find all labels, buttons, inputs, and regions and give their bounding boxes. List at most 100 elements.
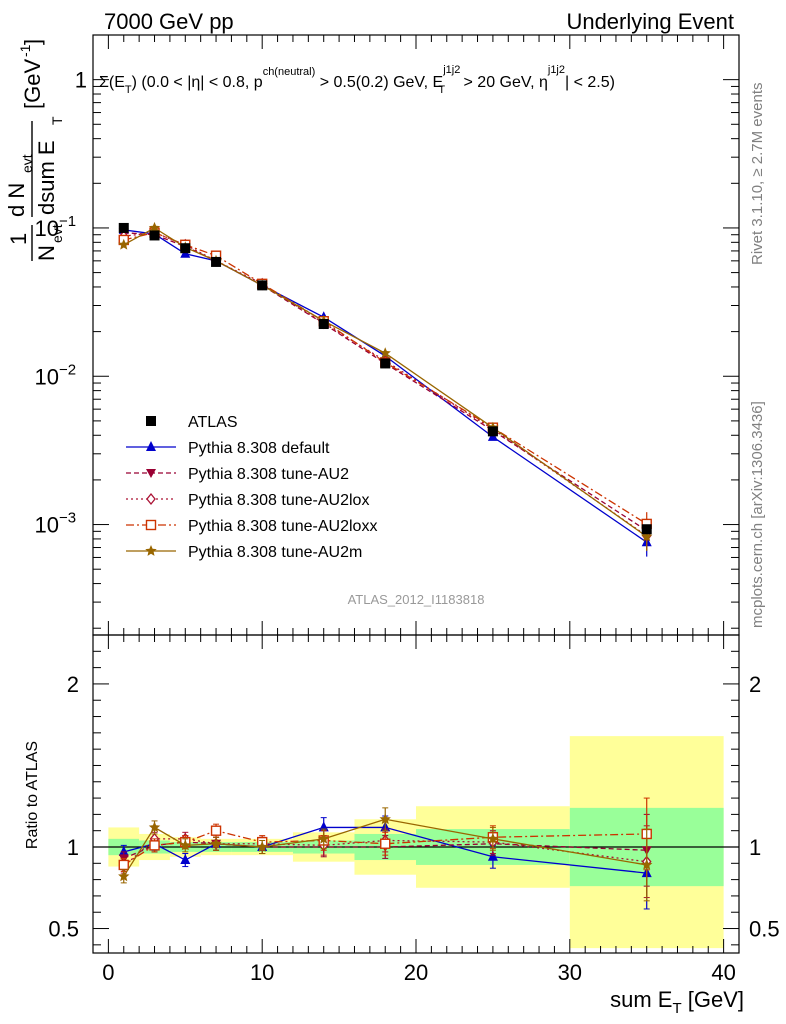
ratio-y-tick-label-left: 0.5 <box>48 917 79 942</box>
x-tick-label: 20 <box>404 960 428 985</box>
legend-marker-data <box>146 416 156 426</box>
main-line-au2lox <box>123 231 648 537</box>
header-left-label: 7000 GeV pp <box>104 9 234 34</box>
y-label-unit-exp: -1 <box>17 44 33 57</box>
ratio-point-au2m <box>379 813 391 825</box>
y-tick-exponent: −2 <box>59 361 76 378</box>
x-tick-label: 40 <box>711 960 735 985</box>
y-tick-label: 10 <box>35 513 59 538</box>
ratio-point-au2loxx <box>118 859 129 871</box>
plot-label-part-j: | < 2.5) <box>565 74 615 91</box>
plot-label-part-f: j1j2 <box>442 64 460 76</box>
y-label-dsum: dsum E <box>34 140 59 215</box>
ratio-point-au2m <box>318 832 330 844</box>
y-tick-exponent: −1 <box>59 213 76 230</box>
legend: ATLAS Pythia 8.308 default Pythia 8.308 tu… <box>126 414 377 561</box>
data-point <box>118 222 129 233</box>
main-point-au2m <box>641 530 653 542</box>
data-point <box>180 243 191 254</box>
y-label-evt-sub-2: evt <box>19 154 35 173</box>
analysis-id-label: ATLAS_2012_I1183818 <box>348 592 485 607</box>
legend-marker-default <box>146 441 156 451</box>
ratio-point-default <box>180 854 191 865</box>
x-axis-label: sum ET [GeV] <box>610 987 744 1017</box>
ratio-point-au2m <box>641 858 653 870</box>
x-label-part-b: T <box>672 1000 681 1017</box>
ratio-point-au2m <box>487 832 499 844</box>
ratio-point-au2loxx <box>210 825 222 836</box>
y-label-n: N <box>34 245 59 261</box>
legend-label-au2lox: Pythia 8.308 tune-AU2lox <box>188 492 369 509</box>
atlas-data-points <box>118 222 652 535</box>
rivet-version-label: Rivet 3.1.10, ≥ 2.7M events <box>749 83 766 266</box>
ratio-point-au2m <box>210 837 222 849</box>
header-right-label: Underlying Event <box>566 9 734 34</box>
ratio-line-au2 <box>123 841 647 860</box>
legend-label-data: ATLAS <box>188 414 238 431</box>
data-point <box>211 256 222 267</box>
plot-label-part-b: T <box>125 84 132 96</box>
ratio-point-au2m <box>256 841 268 852</box>
ratio-point-au2m <box>118 870 130 882</box>
ratio-y-axis-label: Ratio to ATLAS <box>24 741 41 849</box>
legend-label-default: Pythia 8.308 default <box>188 440 330 457</box>
plot-label: Σ(ET) (0.0 < |η| < 0.8, pch(neutral) > 0… <box>99 64 615 96</box>
y-label-evt-sub: evt <box>49 224 65 243</box>
ratio-uncertainty-bands <box>108 736 724 949</box>
main-point-au2m <box>379 347 391 359</box>
data-point <box>641 524 652 535</box>
plot-label-part-g: T <box>438 84 445 96</box>
plot-label-part-d: ch(neutral) <box>263 66 316 78</box>
ratio-y-tick-label-right: 0.5 <box>749 917 780 942</box>
x-tick-label: 10 <box>250 960 274 985</box>
ratio-point-au2loxx <box>149 840 160 851</box>
y-label-dn: d N <box>4 183 29 217</box>
main-line-au2 <box>123 231 648 532</box>
y-tick-label: 10 <box>35 364 59 389</box>
plot-label-part-h: > 20 GeV, η <box>459 74 548 91</box>
ratio-series-group <box>118 797 653 910</box>
y-tick-exponent: −3 <box>59 510 76 527</box>
data-point <box>487 426 498 437</box>
x-label-part-a: sum E <box>610 987 672 1012</box>
y-label-unit: [GeV <box>20 59 45 109</box>
mcplots-label: mcplots.cern.ch [arXiv:1306.3436] <box>749 401 766 628</box>
ratio-point-default <box>487 850 498 861</box>
x-label-part-c: [GeV] <box>682 987 744 1012</box>
legend-label-au2: Pythia 8.308 tune-AU2 <box>188 466 349 483</box>
data-point <box>380 358 391 369</box>
main-point-au2m <box>118 238 130 250</box>
ratio-y-tick-label-left: 1 <box>67 835 79 860</box>
legend-marker-au2lox <box>146 492 156 506</box>
y-label-one: 1 <box>6 233 31 245</box>
ratio-y-tick-label-right: 1 <box>749 835 761 860</box>
legend-marker-au2m <box>145 545 157 556</box>
x-tick-label: 0 <box>102 960 114 985</box>
y-label-t-sub: T <box>49 116 65 125</box>
y-tick-label: 10 <box>35 216 59 241</box>
legend-label-au2loxx: Pythia 8.308 tune-AU2loxx <box>188 518 377 535</box>
legend-label-au2m: Pythia 8.308 tune-AU2m <box>188 544 362 561</box>
main-line-au2m <box>123 227 648 538</box>
legend-marker-au2 <box>146 469 156 478</box>
ratio-point-default <box>118 845 129 856</box>
ratio-point-au2m <box>179 839 191 851</box>
plot-label-part-e: > 0.5(0.2) GeV, E <box>315 74 443 91</box>
y-tick-label: 1 <box>75 68 87 93</box>
main-point-au2m <box>148 221 161 233</box>
ratio-point-au2loxx <box>380 838 391 849</box>
main-y-axis-label: 1 N evt d N evt dsum E T [GeV -1 ] <box>4 39 65 261</box>
data-point <box>149 230 160 241</box>
data-point <box>257 280 268 291</box>
data-point <box>318 319 329 330</box>
plot-label-part-a: Σ(E <box>99 74 125 91</box>
ratio-y-tick-label-right: 2 <box>749 672 761 697</box>
legend-marker-au2loxx <box>145 519 157 531</box>
plot-label-part-i: j1j2 <box>547 64 565 76</box>
y-label-unit-close: ] <box>20 39 45 45</box>
ratio-point-au2m <box>148 821 161 833</box>
ratio-line-au2lox <box>123 838 647 868</box>
ratio-y-tick-label-left: 2 <box>67 672 79 697</box>
